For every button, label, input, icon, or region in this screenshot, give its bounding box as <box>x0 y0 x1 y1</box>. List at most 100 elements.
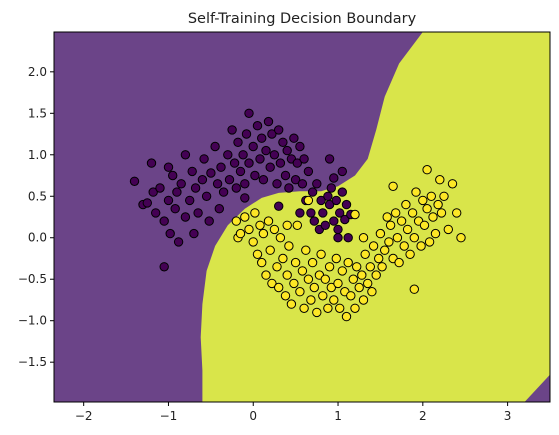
chart-title: Self-Training Decision Boundary <box>188 11 417 27</box>
point-class0-8 <box>163 162 174 172</box>
point-class0-51 <box>261 145 271 156</box>
point-class1-73 <box>392 233 403 243</box>
point-class1-106 <box>409 284 419 294</box>
point-class0-19 <box>187 166 197 177</box>
point-class0-31 <box>216 162 226 172</box>
point-class0-46 <box>250 170 260 181</box>
point-class0-90 <box>343 233 353 243</box>
point-class0-23 <box>197 175 208 185</box>
point-class1-20 <box>280 291 291 301</box>
point-class0-86 <box>335 208 345 218</box>
point-class0-83 <box>329 216 339 226</box>
point-class1-41 <box>324 262 335 272</box>
point-class1-4 <box>244 224 254 235</box>
point-class0-67 <box>295 141 305 152</box>
point-class1-26 <box>292 220 302 231</box>
point-class1-77 <box>401 199 411 210</box>
point-class1-9 <box>257 257 267 268</box>
point-class0-24 <box>199 154 209 164</box>
point-class0-53 <box>265 162 275 172</box>
points-layer <box>129 108 466 322</box>
point-class1-62 <box>368 241 379 251</box>
point-class0-39 <box>235 166 246 177</box>
point-class1-42 <box>326 282 336 293</box>
point-class1-93 <box>435 175 445 185</box>
x-tick-label: 0 <box>249 409 257 423</box>
point-class0-14 <box>173 237 184 247</box>
point-class0-71 <box>303 166 314 177</box>
point-class1-103 <box>303 195 314 206</box>
point-class0-0 <box>129 176 140 187</box>
point-class0-89 <box>341 199 352 210</box>
point-class0-45 <box>248 141 258 152</box>
point-class0-2 <box>142 198 153 208</box>
point-class1-67 <box>380 245 390 255</box>
point-class1-29 <box>299 303 309 313</box>
point-class1-15 <box>269 224 280 235</box>
point-class0-75 <box>312 179 322 189</box>
point-class1-12 <box>263 216 274 226</box>
point-class1-49 <box>341 311 352 322</box>
point-class1-105 <box>388 181 398 192</box>
point-class1-104 <box>282 220 292 231</box>
point-class1-70 <box>385 220 396 231</box>
point-class1-101 <box>350 209 360 220</box>
point-class1-72 <box>391 208 401 218</box>
point-class0-30 <box>214 204 225 214</box>
point-class1-90 <box>428 212 438 222</box>
point-class1-69 <box>384 237 394 247</box>
point-class1-99 <box>456 233 466 243</box>
point-class1-66 <box>377 262 387 272</box>
x-tick-label: 2 <box>419 409 427 423</box>
point-class0-73 <box>307 187 318 197</box>
point-class1-50 <box>343 257 353 268</box>
point-class0-33 <box>223 150 233 160</box>
y-tick-label: 0.5 <box>28 189 47 203</box>
point-class1-102 <box>358 233 369 243</box>
point-class1-84 <box>416 241 426 251</box>
point-class1-76 <box>399 241 409 251</box>
point-class0-57 <box>274 125 284 135</box>
point-class0-96 <box>240 193 250 203</box>
point-class0-59 <box>278 137 288 148</box>
point-class0-17 <box>180 150 191 160</box>
point-class0-54 <box>267 129 277 139</box>
point-class0-10 <box>165 228 175 239</box>
point-class1-47 <box>337 266 347 276</box>
point-class0-34 <box>224 175 235 185</box>
point-class0-18 <box>185 195 195 206</box>
y-axis: −1.5 −1.0 −0.5 0.0 0.5 1.0 1.5 2.0 <box>18 65 54 369</box>
point-class1-59 <box>363 278 373 289</box>
point-class1-52 <box>348 274 358 284</box>
point-class1-51 <box>346 291 356 301</box>
point-class0-21 <box>190 183 201 193</box>
point-class1-65 <box>375 228 386 239</box>
point-class1-30 <box>301 245 311 255</box>
point-class1-13 <box>265 245 275 255</box>
point-class0-40 <box>238 150 248 160</box>
point-class0-22 <box>193 208 203 218</box>
point-class0-65 <box>290 175 301 185</box>
point-class0-47 <box>252 121 263 131</box>
point-class1-17 <box>274 282 284 293</box>
point-class0-84 <box>331 195 341 206</box>
point-class0-52 <box>263 116 274 127</box>
point-class1-24 <box>289 278 299 289</box>
point-class0-25 <box>201 191 212 202</box>
y-tick-label: 0.0 <box>28 231 47 245</box>
point-class0-87 <box>337 187 347 197</box>
point-class0-79 <box>320 220 330 231</box>
point-class1-68 <box>382 212 392 222</box>
point-class0-4 <box>148 187 158 197</box>
point-class0-78 <box>318 208 328 218</box>
point-class1-58 <box>360 249 370 260</box>
point-class1-19 <box>278 253 288 264</box>
point-class1-61 <box>367 287 377 297</box>
point-class0-92 <box>324 154 335 164</box>
point-class1-22 <box>284 241 294 251</box>
x-tick-label: 3 <box>504 409 512 423</box>
point-class0-44 <box>244 108 254 119</box>
y-tick-label: −1.0 <box>18 314 47 328</box>
point-class1-28 <box>297 266 308 276</box>
